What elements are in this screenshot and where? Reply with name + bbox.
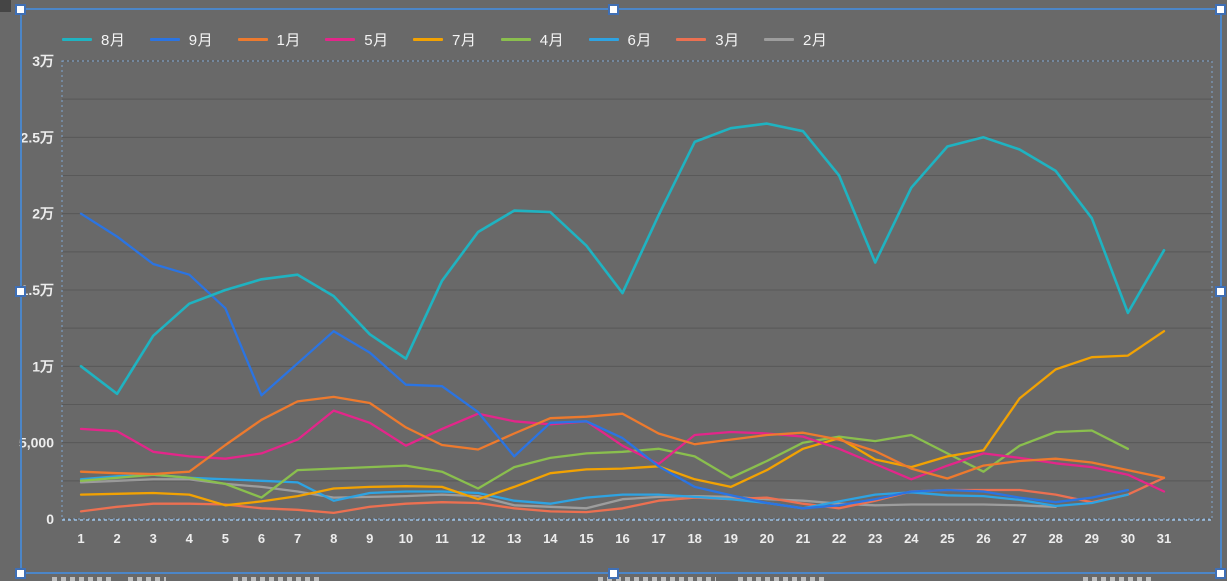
legend-label-jun: 6月 [627,31,652,49]
legend-label-jan: 1月 [276,31,301,49]
legend-swatch-aug [62,37,92,41]
series-line-may[interactable] [79,409,1166,493]
resize-handle-bottom-right[interactable] [1215,568,1226,579]
x-axis-tick-label: 29 [1085,531,1099,546]
x-axis-tick-label: 17 [651,531,665,546]
y-axis-tick-label: 1.5万 [21,282,54,298]
y-axis-tick-label: 2万 [32,206,54,222]
x-axis-tick-label: 10 [399,531,413,546]
legend-item-jan[interactable]: 1月 [237,27,301,51]
series-line-jul[interactable] [79,330,1166,507]
legend-item-mar[interactable]: 3月 [676,27,739,51]
x-axis-tick-label: 21 [796,531,810,546]
x-axis-tick-label: 7 [294,531,301,546]
legend-item-jun[interactable]: 6月 [588,27,652,51]
x-axis-tick-label: 2 [113,531,120,546]
clipped-text-fragment [738,577,826,581]
clipped-text-fragment [233,577,321,581]
legend-item-jul[interactable]: 7月 [413,27,476,51]
x-axis-tick-label: 8 [330,531,337,546]
chart-selection-border-top [20,8,1223,10]
x-axis-tick-label: 26 [976,531,990,546]
resize-handle-bottom-left[interactable] [15,568,26,579]
x-axis-tick-label: 1 [77,531,84,546]
clipped-text-fragment [52,577,114,581]
x-axis-tick-label: 15 [579,531,593,546]
resize-handle-bottom-center[interactable] [608,568,619,579]
series-line-mar[interactable] [79,476,1166,515]
y-axis-tick-label: 5,000 [19,435,54,451]
plot-area-selection[interactable] [61,60,1213,520]
x-axis-tick-label: 18 [687,531,701,546]
x-axis-tick-label: 25 [940,531,954,546]
legend-item-sep[interactable]: 9月 [149,27,214,51]
legend-swatch-mar [676,37,707,41]
x-axis-tick-label: 4 [186,531,194,546]
x-axis-tick-label: 20 [760,531,774,546]
clipped-text-fragment [128,577,166,581]
x-axis-tick-label: 13 [507,531,521,546]
legend-item-apr[interactable]: 4月 [500,27,565,51]
legend-item-may[interactable]: 5月 [325,27,388,51]
y-axis-tick-label: 2.5万 [21,129,54,145]
x-axis-tick-label: 5 [222,531,229,546]
chart-selection-border-bottom [20,572,1223,574]
resize-handle-middle-left[interactable] [15,286,26,297]
resize-handle-top-center[interactable] [608,4,619,15]
legend-label-jul: 7月 [452,31,477,49]
resize-handle-top-left[interactable] [15,4,26,15]
x-axis-tick-label: 14 [543,531,558,546]
y-axis-tick-label: 1万 [32,358,54,374]
x-axis-tick-label: 19 [724,531,738,546]
x-axis-tick-label: 23 [868,531,882,546]
x-axis-tick-label: 22 [832,531,846,546]
legend-item-feb[interactable]: 2月 [764,27,827,51]
y-axis-tick-label: 0 [46,511,54,527]
legend-swatch-sep [149,37,180,41]
series-line-jan[interactable] [79,395,1166,480]
x-axis-tick-label: 9 [366,531,373,546]
app-corner-notch [0,0,11,12]
x-axis-tick-label: 3 [150,531,157,546]
x-axis-tick-label: 30 [1121,531,1135,546]
series-line-aug[interactable] [79,122,1166,396]
resize-handle-middle-right[interactable] [1215,286,1226,297]
series-line-jun[interactable] [79,473,1130,510]
y-axis-tick-label: 3万 [32,53,54,69]
chart-legend: 8月 9月 1月 5月 7月 4月 6月 3月 2月 [0,27,1227,51]
x-axis-tick-label: 11 [435,531,449,546]
resize-handle-top-right[interactable] [1215,4,1226,15]
legend-swatch-jul [413,37,443,41]
legend-label-aug: 8月 [101,31,126,49]
legend-label-apr: 4月 [539,31,565,49]
legend-label-feb: 2月 [803,31,828,49]
series-line-feb[interactable] [79,478,1057,510]
clipped-text-fragment [598,577,716,581]
clipped-text-fragment [1083,577,1155,581]
legend-item-aug[interactable]: 8月 [62,27,125,51]
series-line-sep[interactable] [79,212,1130,510]
x-axis-tick-label: 12 [471,531,485,546]
legend-label-sep: 9月 [188,31,214,49]
x-axis-tick-label: 28 [1048,531,1062,546]
series-line-apr[interactable] [79,429,1130,499]
x-axis-tick-label: 31 [1157,531,1171,546]
legend-swatch-apr [500,37,531,41]
x-axis-tick-label: 16 [615,531,629,546]
x-axis-tick-label: 24 [904,531,919,546]
legend-swatch-jan [237,37,268,41]
legend-swatch-may [325,37,356,41]
x-axis-tick-label: 27 [1012,531,1026,546]
legend-label-mar: 3月 [715,31,740,49]
legend-swatch-jun [588,37,619,41]
legend-label-may: 5月 [364,31,389,49]
x-axis-tick-label: 6 [258,531,265,546]
legend-swatch-feb [764,37,794,41]
